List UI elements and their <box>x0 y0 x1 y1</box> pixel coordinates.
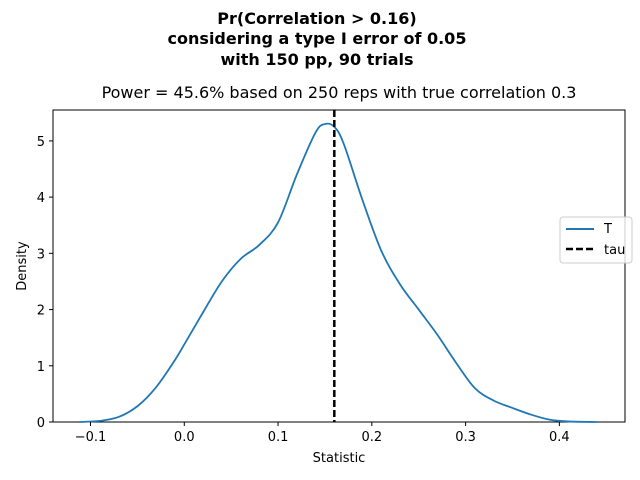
chart-subtitle: Power = 45.6% based on 250 reps with tru… <box>102 83 577 102</box>
x-axis-label: Statistic <box>313 451 366 466</box>
chart-title-line-3: with 150 pp, 90 trials <box>220 50 413 69</box>
y-tick-label: 3 <box>37 247 45 262</box>
density-curve-T <box>79 122 597 423</box>
y-tick-label: 1 <box>37 360 45 375</box>
y-tick-label: 0 <box>37 416 45 431</box>
x-tick-label: −0.1 <box>75 430 107 445</box>
y-tick-label: 2 <box>37 304 45 319</box>
x-axis-ticks: −0.1 0.0 0.1 0.2 0.3 0.4 <box>75 422 570 445</box>
chart-title-line-2: considering a type I error of 0.05 <box>168 29 467 48</box>
x-tick-label: 0.2 <box>361 430 382 445</box>
legend-label-tau: tau <box>604 243 625 258</box>
legend-label-T: T <box>603 222 612 237</box>
x-tick-label: 0.1 <box>268 430 289 445</box>
y-axis-label: Density <box>15 241 30 291</box>
chart-title-line-1: Pr(Correlation > 0.16) <box>217 9 416 28</box>
legend: T tau <box>559 216 633 264</box>
x-tick-label: 0.4 <box>549 430 570 445</box>
series-layer <box>79 110 597 423</box>
y-tick-label: 5 <box>37 135 45 150</box>
plot-area-frame <box>52 109 626 423</box>
y-axis-ticks: 0 1 2 3 4 5 <box>37 135 53 431</box>
x-tick-label: 0.3 <box>455 430 476 445</box>
y-tick-label: 4 <box>37 191 45 206</box>
x-tick-label: 0.0 <box>174 430 195 445</box>
